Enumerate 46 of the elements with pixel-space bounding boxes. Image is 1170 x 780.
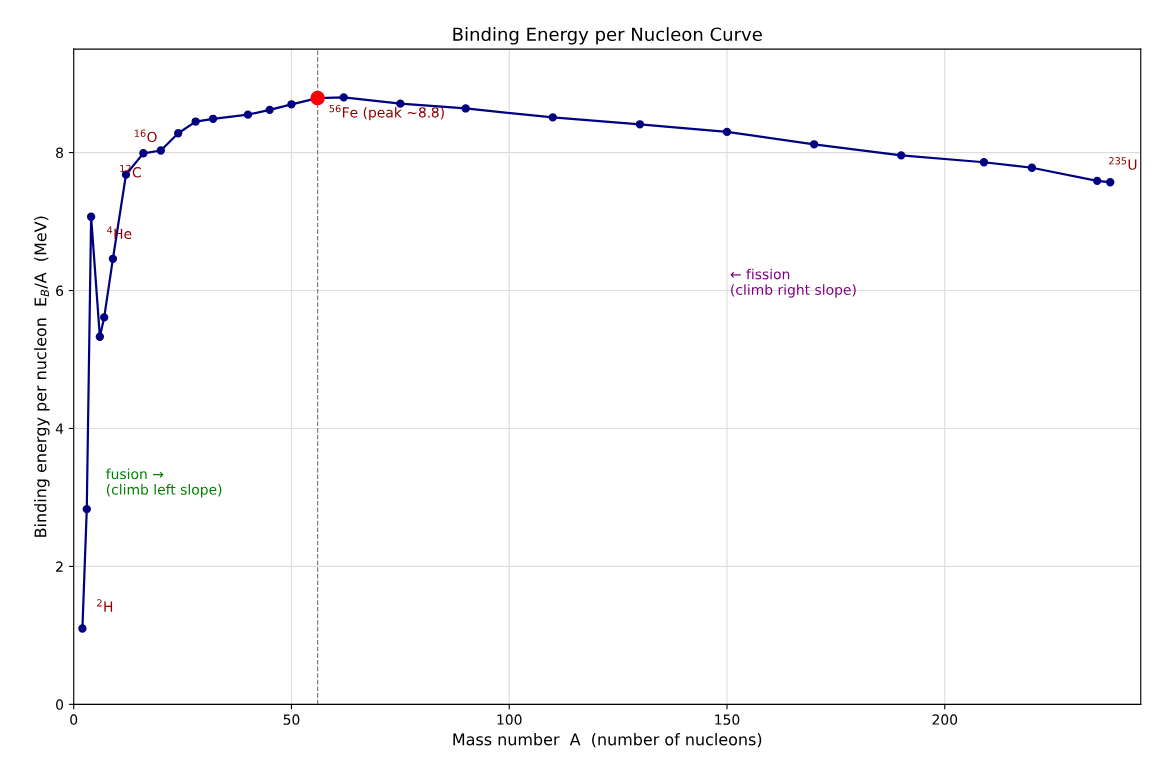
point [82,504,91,514]
annotation: $^{2}$H [97,599,113,612]
point [809,140,819,149]
y-tick-label: 6 [56,285,64,296]
point [339,93,348,102]
point [979,158,989,167]
chart-title: Binding Energy per Nucleon Curve [453,27,762,45]
point [243,110,253,119]
point [548,113,557,122]
point [1027,163,1037,172]
point [265,105,274,114]
x-tick-label: 50 [283,714,300,725]
point [1093,176,1102,186]
x-tick-label: 0 [70,714,78,725]
annotation: ← fission (climb right slope) [730,268,856,298]
annotation: $^{16}$O [134,129,157,143]
annotation: $^{235}$U [1109,157,1137,170]
x-tick-label: 100 [497,714,522,725]
point [1106,178,1115,187]
x-axis-title: Mass number A (number of nucleons) [453,733,762,748]
point [191,117,200,126]
point [396,99,405,108]
point [100,313,109,322]
y-axis-title: Binding energy per nucleon E$_{B}$/A (MeV) [34,216,50,537]
annotation: $^{56}$Fe (peak ~8.8) [329,104,444,121]
y-tick-label: 8 [56,147,64,159]
point [156,146,165,155]
annotation: fusion → (climb left slope) [106,468,222,498]
point [78,624,87,633]
y-tick-label: 0 [56,699,64,710]
point [461,104,470,113]
point [287,100,296,109]
point [108,254,118,263]
point [635,120,645,129]
point [139,149,148,158]
point [722,127,732,137]
point [86,212,96,221]
y-tick-label: 2 [56,561,63,572]
x-tick-label: 200 [932,714,958,725]
point [95,332,105,341]
annotation: $^{12}$C [120,164,141,178]
point [174,129,183,138]
point [897,151,906,160]
y-tick-label: 4 [55,423,64,434]
point [208,114,218,123]
x-tick-label: 150 [715,714,740,725]
